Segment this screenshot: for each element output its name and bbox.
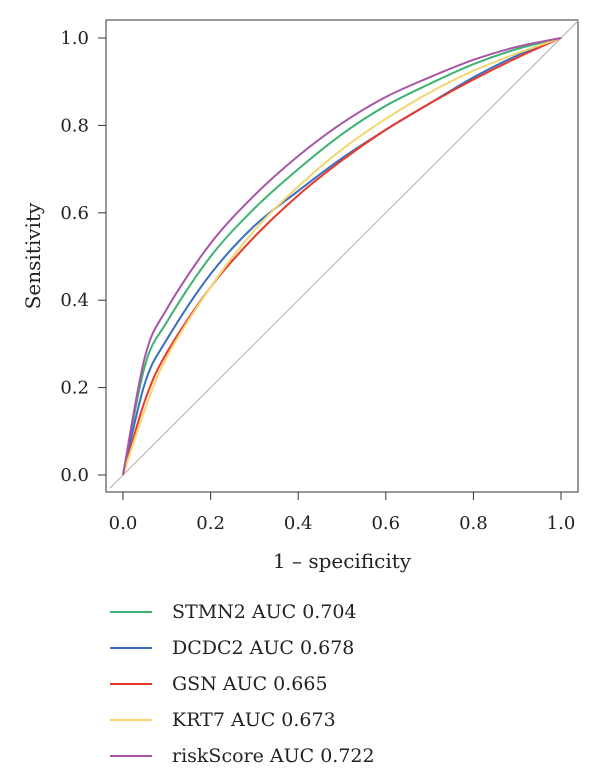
series-line-3	[122, 37, 562, 476]
x-tick-label: 0.0	[109, 513, 138, 534]
x-axis: 0.0 0.2 0.4 0.6 0.8 1.0	[109, 492, 576, 534]
legend-swatch	[110, 719, 152, 721]
x-tick-label: 0.8	[459, 513, 488, 534]
x-tick-label: 0.4	[284, 513, 313, 534]
legend-label: STMN2 AUC 0.704	[172, 601, 357, 623]
y-tick-label: 0.0	[60, 465, 89, 486]
legend: STMN2 AUC 0.704 DCDC2 AUC 0.678 GSN AUC 0.…	[110, 594, 375, 774]
y-tick-label: 0.2	[60, 378, 89, 399]
legend-item: KRT7 AUC 0.673	[110, 702, 375, 738]
legend-swatch	[110, 611, 152, 613]
legend-item: riskScore AUC 0.722	[110, 738, 375, 774]
y-axis: 0.0 0.2 0.4 0.6 0.8 1.0	[60, 28, 106, 486]
x-axis-label: 1 – specificity	[273, 549, 412, 573]
series-line-2	[122, 37, 562, 476]
legend-label: riskScore AUC 0.722	[172, 745, 375, 767]
y-tick-label: 1.0	[60, 28, 89, 49]
x-tick-label: 1.0	[547, 513, 576, 534]
series-lines	[122, 37, 562, 476]
x-tick-label: 0.2	[196, 513, 225, 534]
diagonal-reference-line	[109, 20, 579, 489]
y-axis-label: Sensitivity	[21, 202, 45, 309]
plot-frame	[105, 19, 579, 493]
legend-item: GSN AUC 0.665	[110, 666, 375, 702]
y-tick-label: 0.6	[60, 203, 89, 224]
legend-swatch	[110, 683, 152, 685]
legend-swatch	[110, 755, 152, 757]
series-line-1	[122, 37, 562, 476]
y-tick-label: 0.8	[60, 115, 89, 136]
roc-chart: 0.0 0.2 0.4 0.6 0.8 1.0 0.0 0.2 0.4 0.6 0.8 1.0 1 …	[21, 19, 579, 573]
series-line-4	[122, 37, 562, 476]
legend-label: KRT7 AUC 0.673	[172, 709, 336, 731]
legend-swatch	[110, 647, 152, 649]
legend-item: DCDC2 AUC 0.678	[110, 630, 375, 666]
legend-label: GSN AUC 0.665	[172, 673, 328, 695]
y-tick-label: 0.4	[60, 290, 89, 311]
x-tick-label: 0.6	[371, 513, 400, 534]
legend-item: STMN2 AUC 0.704	[110, 594, 375, 630]
legend-label: DCDC2 AUC 0.678	[172, 637, 355, 659]
series-line-0	[122, 37, 562, 476]
